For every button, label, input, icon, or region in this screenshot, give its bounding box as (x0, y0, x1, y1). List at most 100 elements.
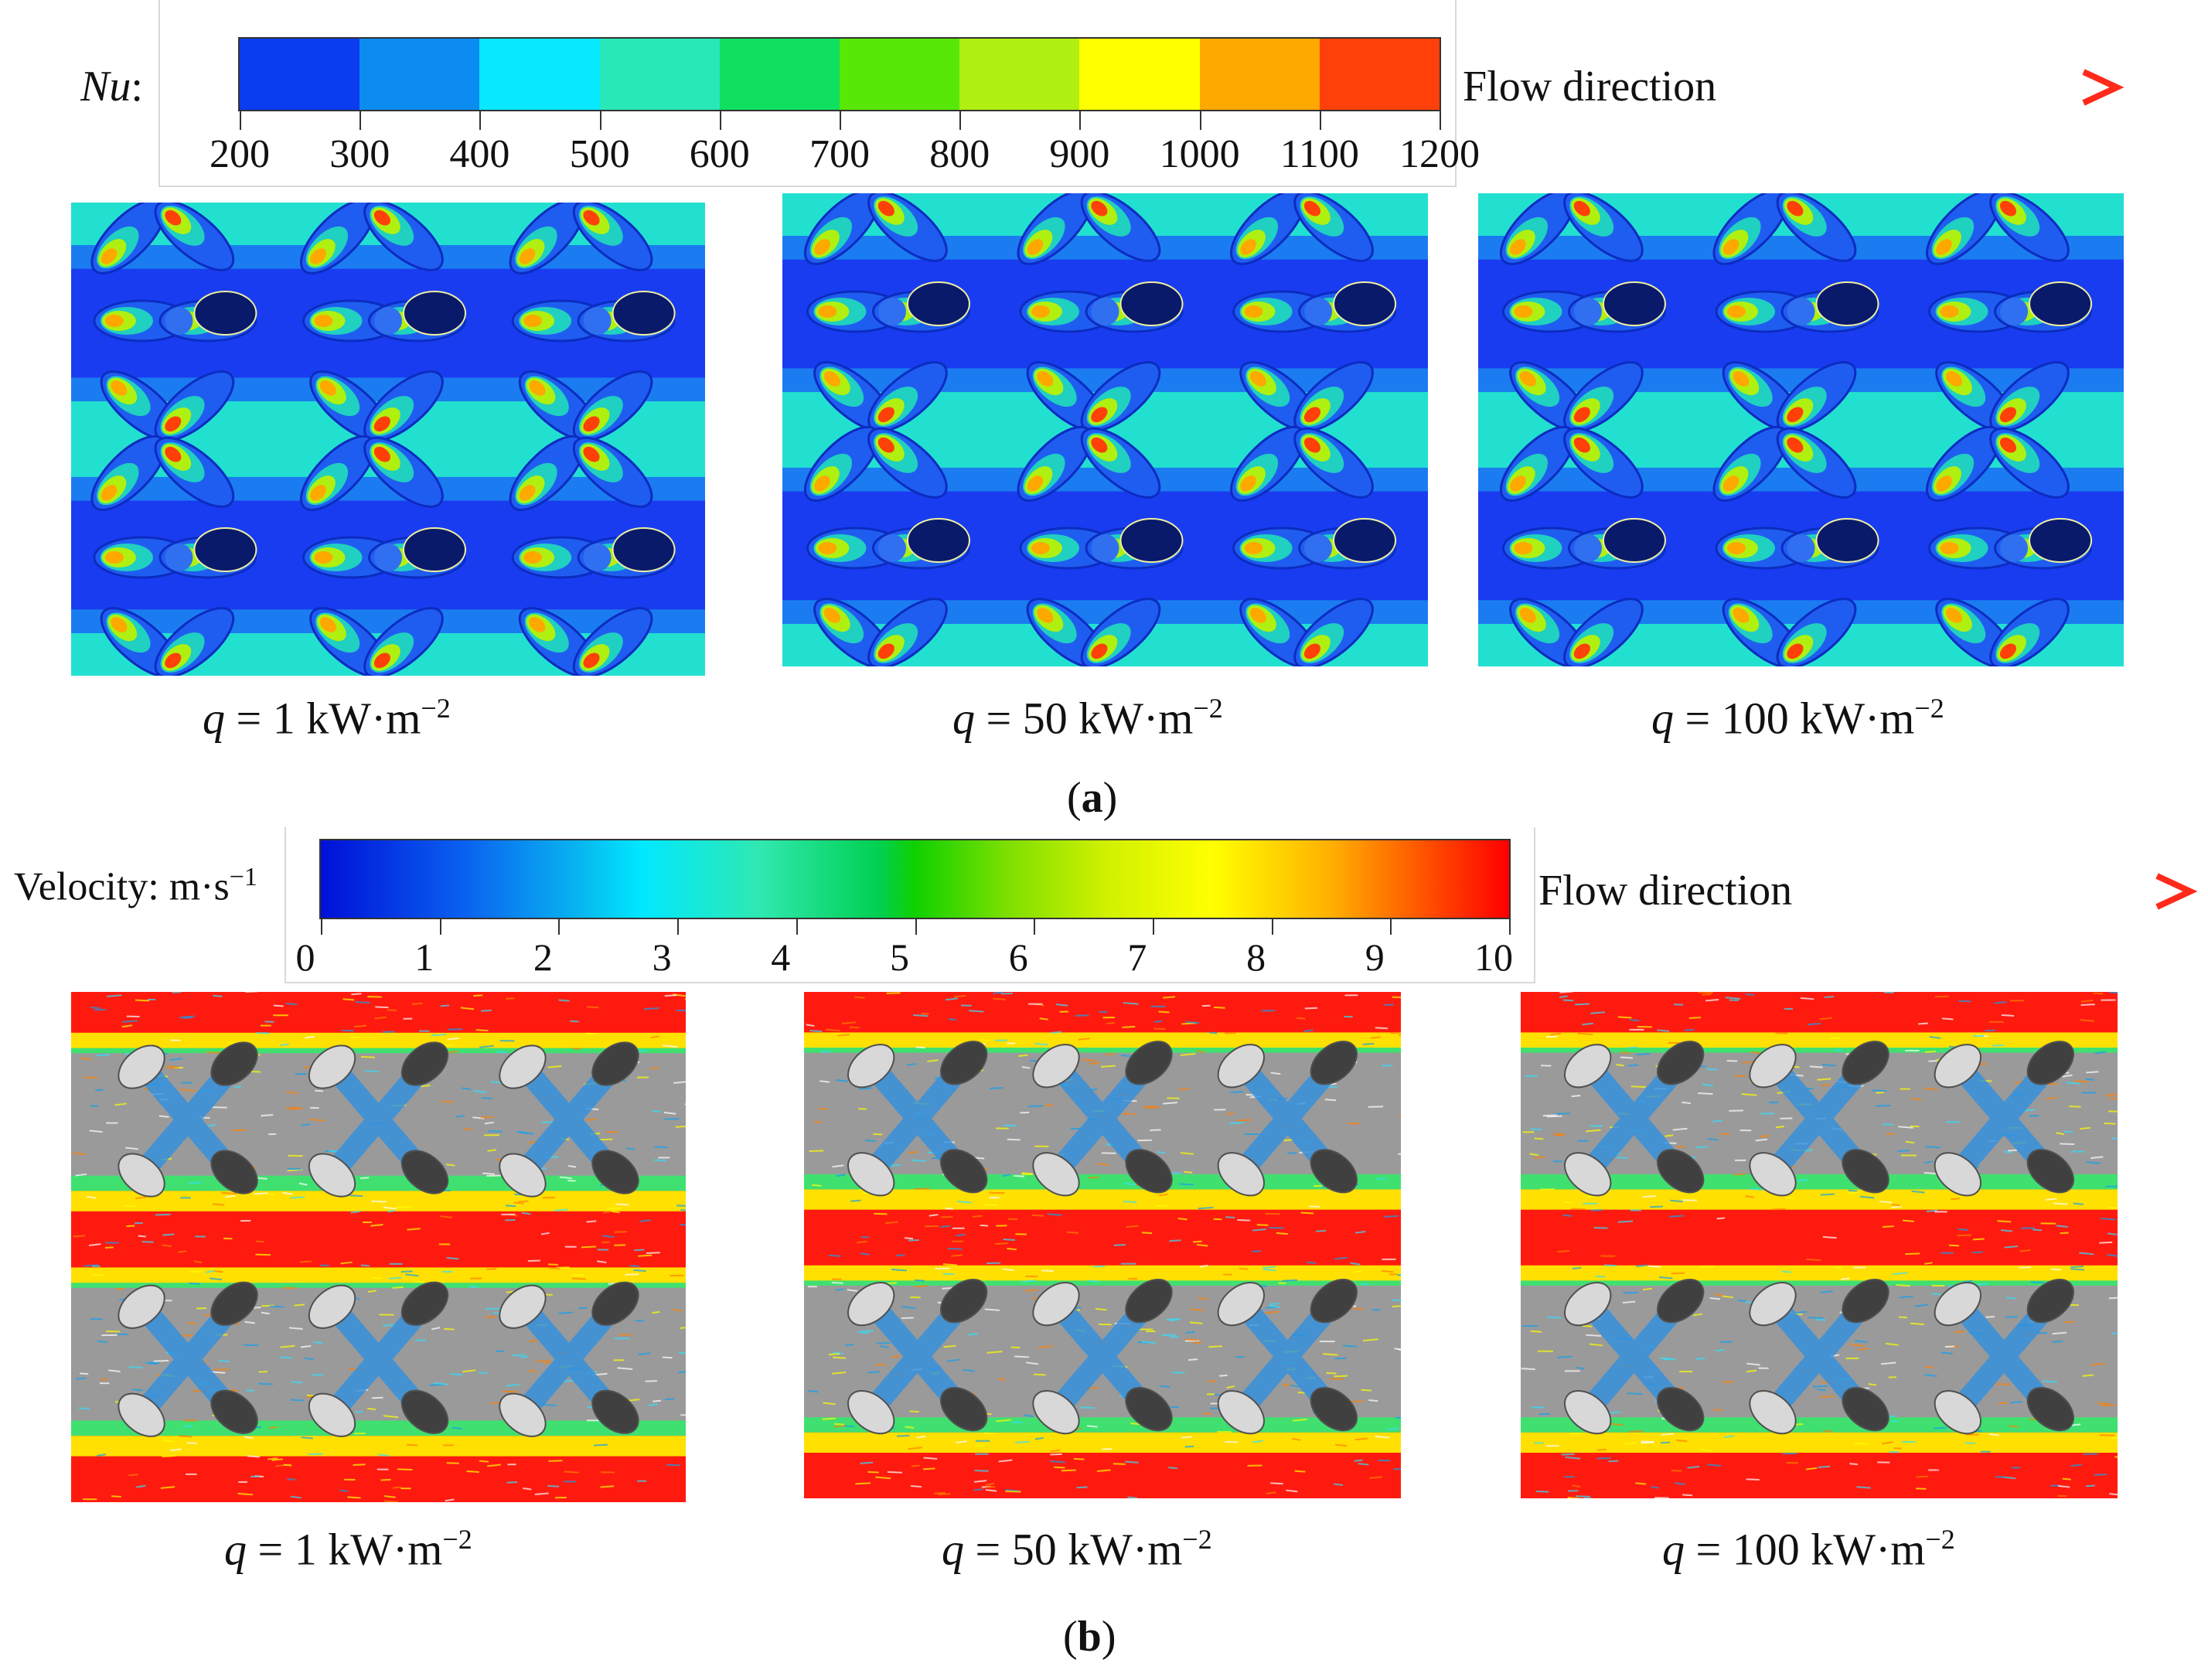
velocity-vector (2001, 1014, 2015, 1017)
velocity-vector (1123, 1182, 1136, 1186)
velocity-vector (832, 1371, 847, 1375)
velocity-vector (1911, 1190, 1925, 1194)
velocity-fin-tip (1564, 1282, 1612, 1327)
velocity-vector (1882, 1225, 1894, 1228)
velocity-vector (945, 1207, 953, 1210)
velocity-vector (100, 1378, 108, 1381)
velocity-vector (2060, 1143, 2075, 1146)
velocity-vector (2094, 1051, 2107, 1055)
velocity-colorbar-label: Velocity: m·s−1 (14, 863, 257, 909)
velocity-vector (169, 1058, 183, 1062)
nu-fin-hotspot (1733, 371, 1750, 387)
velocity-vector (264, 1021, 274, 1023)
nu-fin (154, 607, 235, 676)
nu-fin-hotspot (1573, 437, 1590, 453)
velocity-vector (304, 1357, 314, 1361)
velocity-vector (1525, 1075, 1538, 1078)
velocity-vector (1262, 1266, 1276, 1269)
velocity-vector (1924, 1160, 1933, 1164)
velocity-vector (1693, 1313, 1702, 1317)
velocity-vector (819, 1080, 830, 1083)
velocity-vector (601, 1235, 615, 1239)
velocity-vector (179, 1015, 195, 1019)
velocity-vector (2086, 1161, 2101, 1164)
velocity-fin-tip (1032, 1390, 1080, 1435)
velocity-vector (170, 1448, 182, 1452)
velocity-vector (2030, 1281, 2045, 1284)
velocity-vector (1630, 1085, 1646, 1089)
nu-center (374, 307, 402, 335)
velocity-vector (1723, 1435, 1735, 1439)
velocity-vector (392, 1286, 404, 1289)
velocity-vector (996, 1419, 1011, 1423)
nu-center (1304, 298, 1333, 325)
velocity-vector (433, 1382, 448, 1385)
velocity-band (1521, 1432, 2118, 1453)
velocity-vector (94, 1089, 104, 1092)
velocity-vector (571, 1277, 586, 1280)
nu-vortex-generator (509, 203, 676, 442)
velocity-fin-tip (1125, 1279, 1173, 1324)
velocity-vector (1113, 1243, 1126, 1246)
velocity-vector (1561, 1453, 1575, 1456)
velocity-vector (1392, 1305, 1401, 1307)
velocity-vector (1048, 1213, 1062, 1216)
velocity-vector (377, 1453, 390, 1457)
velocity-vector (1620, 1051, 1630, 1055)
nu-fin-hotspot (1727, 542, 1746, 554)
nu-fin-shadow (1815, 281, 1879, 326)
velocity-fin-tip (1842, 1279, 1889, 1324)
nu-contour-plot (71, 203, 705, 676)
nu-fin-hotspot (310, 248, 326, 264)
velocity-vector (1557, 1249, 1570, 1253)
velocity-vector (611, 1210, 620, 1214)
velocity-vortex-generator (1217, 1041, 1358, 1197)
velocity-vector (2104, 1122, 2116, 1125)
velocity-vector (1536, 1491, 1549, 1493)
velocity-vector (350, 1210, 361, 1214)
velocity-vector (1324, 1099, 1336, 1102)
velocity-vector (1897, 1150, 1910, 1153)
velocity-vector (1014, 1440, 1030, 1443)
velocity-vector (1858, 1348, 1869, 1351)
nu-fin (509, 203, 585, 274)
nu-colorbar-tick-label: 200 (210, 132, 270, 176)
nu-fin-hotspot (877, 407, 894, 423)
velocity-vortex-generator (1564, 1279, 1705, 1435)
nu-fin-hotspot (1037, 371, 1054, 387)
nu-fin-hotspot (1722, 239, 1739, 255)
velocity-vector (1570, 1208, 1586, 1211)
velocity-vector (1963, 1280, 1973, 1283)
nu-colorbar-tick (1199, 110, 1201, 130)
velocity-vector (473, 1090, 487, 1093)
velocity-vector (206, 1051, 223, 1054)
nu-fin-hotspot (814, 475, 830, 492)
velocity-vector (1041, 1269, 1055, 1273)
nu-fin-hotspot (1514, 542, 1533, 554)
nu-fin (867, 361, 948, 433)
nu-fin-hotspot (1733, 608, 1750, 623)
velocity-vector (1772, 1208, 1786, 1211)
velocity-vector (857, 1331, 870, 1334)
velocity-vector (258, 1382, 274, 1385)
velocity-vector (2106, 1253, 2118, 1257)
nu-vortex-generator (1230, 193, 1397, 433)
velocity-vector (162, 1455, 175, 1458)
nu-fin-hotspot (1031, 542, 1050, 554)
velocity-colorbar-tick (915, 918, 917, 935)
caption-a-2: q = 50 kW·m−2 (952, 693, 1223, 744)
velocity-vector (2090, 1362, 2106, 1366)
flow-direction-arrow-b (1847, 873, 2198, 910)
velocity-vector (929, 1214, 939, 1217)
velocity-vector (255, 1253, 271, 1256)
velocity-colorbar-tick (1034, 918, 1036, 935)
velocity-vector (1994, 1000, 2007, 1004)
velocity-vector (823, 1402, 836, 1406)
nu-fin (1989, 427, 2070, 499)
nu-fin-shadow (1602, 281, 1666, 326)
velocity-vector (1820, 1290, 1833, 1293)
velocity-fin-tip (308, 1153, 356, 1198)
velocity-vortex-generator (847, 1041, 988, 1197)
velocity-vector (1252, 1250, 1262, 1253)
velocity-vector (261, 1311, 270, 1315)
